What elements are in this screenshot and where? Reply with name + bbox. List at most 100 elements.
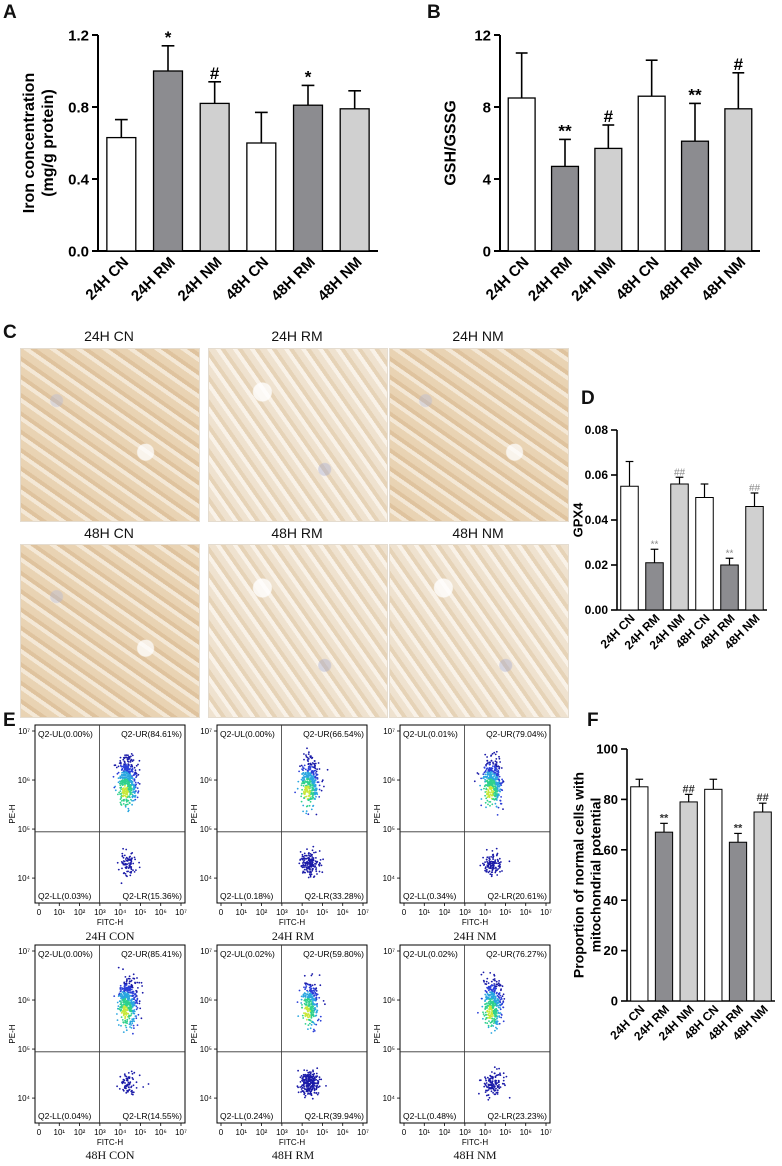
y-tick-label: 10⁵ [383, 1045, 395, 1054]
cell-dot [133, 1010, 136, 1013]
cell-dot [307, 1092, 310, 1095]
cell-dot [483, 767, 486, 769]
cell-dot [484, 989, 487, 992]
cell-dot [499, 983, 501, 986]
cell-dot [314, 779, 317, 782]
x-tick-label: 10³ [459, 1128, 471, 1137]
y-tick-label: 0 [483, 243, 491, 260]
cell-dot [307, 862, 309, 865]
cell-dot [484, 801, 487, 804]
cell-dot [477, 773, 480, 775]
cell-dot [482, 856, 484, 859]
cell-dot [491, 1071, 493, 1073]
cell-dot [132, 992, 135, 995]
cell-dot [301, 788, 303, 791]
category-label: 48H NM [315, 254, 366, 305]
cell-dot [486, 1010, 489, 1013]
cell-dot [306, 871, 309, 873]
cell-dot [141, 985, 143, 987]
cell-dot [116, 1001, 119, 1004]
y-tick-label: 100 [596, 742, 618, 757]
cell-dot [477, 1011, 479, 1014]
cell-dot [492, 1091, 494, 1094]
cell-dot [485, 1094, 488, 1097]
cell-dot [134, 773, 137, 775]
cell-dot [310, 996, 313, 998]
cell-dot [126, 979, 128, 982]
cell-dot [121, 994, 123, 997]
cell-dot [123, 764, 125, 767]
cell-dot [131, 1020, 134, 1023]
cell-dot [486, 860, 488, 863]
cell-dot [122, 1031, 125, 1033]
cell-dot [309, 1074, 312, 1077]
cell-dot [502, 993, 505, 996]
x-tick-label: 10¹ [54, 908, 66, 917]
cell-dot [491, 752, 494, 755]
y-axis-title: Proportion of normal cells with mitochond… [571, 772, 604, 978]
cell-dot [299, 1086, 302, 1088]
cell-dot [313, 866, 316, 868]
cell-dot [313, 784, 316, 787]
cell-dot [297, 1015, 300, 1017]
x-tick-label: 0 [219, 908, 224, 917]
x-tick-label: 0 [402, 908, 407, 917]
cell-dot [117, 793, 119, 796]
cell-dot [136, 787, 139, 789]
cell-dot [495, 781, 498, 784]
cell-dot [122, 790, 124, 792]
cell-dot [493, 775, 495, 778]
x-tick-label: 0 [219, 1128, 224, 1137]
cell-dot [301, 766, 304, 768]
y-tick-label: 10⁷ [200, 947, 212, 956]
cell-dot [313, 995, 316, 997]
cell-dot [318, 870, 321, 873]
cell-dot [484, 769, 487, 772]
cell-dot [310, 1071, 312, 1073]
cell-dot [126, 863, 129, 865]
cell-dot [300, 795, 303, 798]
cell-dot [129, 1021, 132, 1024]
cell-dot [305, 755, 308, 758]
flow-caption: 48H CON [85, 1148, 135, 1162]
cell-dot [487, 1086, 490, 1088]
cell-dot [117, 868, 120, 871]
x-tick-label: 10⁴ [114, 1128, 127, 1137]
cell-dot [495, 750, 498, 753]
cell-dot [133, 783, 135, 786]
panel-letter-f: F [587, 710, 599, 731]
cell-dot [306, 1018, 308, 1021]
cell-dot [130, 798, 132, 801]
cell-dot [127, 760, 130, 763]
cell-dot [302, 767, 305, 770]
cell-dot [119, 761, 122, 764]
cell-dot [302, 1017, 305, 1019]
cell-dot [130, 866, 133, 868]
cell-dot [128, 1003, 130, 1006]
cell-dot [502, 780, 505, 783]
cell-dot [491, 776, 494, 779]
cell-dot [302, 1090, 305, 1093]
cell-dot [495, 1091, 498, 1094]
cell-dot [309, 1027, 312, 1030]
cell-dot [299, 1076, 302, 1079]
cell-dot [131, 754, 134, 757]
cell-dot [485, 787, 488, 790]
cell-dot [494, 1029, 496, 1032]
cell-dot [138, 981, 141, 984]
cell-dot [490, 780, 493, 782]
cell-dot [496, 1093, 499, 1095]
cell-dot [488, 781, 490, 783]
cell-dot [122, 847, 124, 850]
cell-dot [496, 874, 499, 876]
cell-dot [484, 794, 486, 797]
cell-dot [486, 986, 488, 989]
cell-dot [316, 1003, 318, 1005]
cell-dot [119, 775, 122, 778]
cell-dot [494, 794, 497, 797]
cell-dot [119, 1000, 122, 1003]
cell-dot [133, 766, 136, 769]
cell-dot [311, 859, 313, 862]
cell-dot [296, 787, 299, 790]
